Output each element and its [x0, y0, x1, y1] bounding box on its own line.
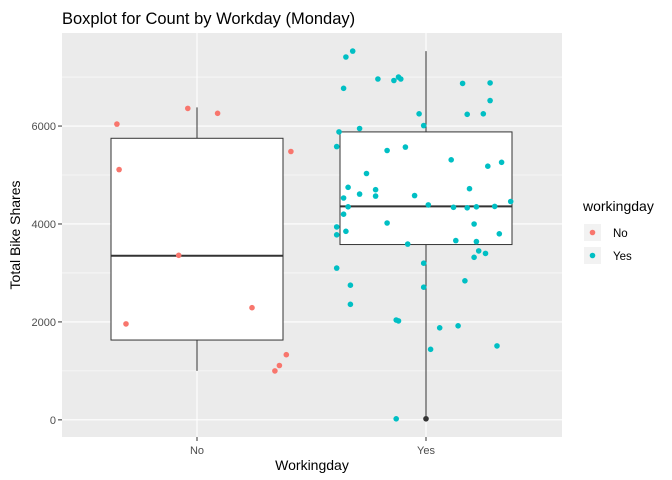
data-point: [185, 105, 191, 112]
data-point: [455, 323, 461, 329]
data-point: [494, 343, 500, 349]
y-tick-label: 4000: [32, 219, 56, 231]
data-point: [249, 304, 255, 311]
data-point: [175, 252, 182, 259]
data-point: [420, 122, 427, 129]
data-point: [420, 284, 427, 291]
data-point: [498, 159, 505, 166]
legend-label: No: [613, 228, 628, 240]
data-point: [288, 148, 294, 155]
data-point: [349, 48, 356, 54]
data-point: [473, 238, 480, 245]
x-axis: No Yes: [190, 437, 435, 457]
data-point: [395, 318, 402, 324]
data-point: [464, 111, 471, 118]
data-point: [343, 228, 349, 235]
legend-label: Yes: [613, 251, 632, 263]
data-point: [356, 125, 363, 132]
data-point: [402, 144, 409, 150]
data-point: [487, 80, 493, 86]
data-point: [450, 204, 457, 211]
data-point: [404, 241, 411, 247]
data-point: [375, 76, 381, 82]
data-point: [333, 265, 340, 271]
data-point: [471, 254, 477, 261]
jitter-points: [114, 48, 514, 422]
data-point: [372, 186, 379, 193]
data-point: [384, 220, 390, 226]
legend-dot: [589, 229, 596, 236]
data-point: [336, 129, 342, 135]
boxes: [110, 51, 513, 419]
data-point: [347, 282, 354, 289]
data-point: [507, 198, 514, 205]
data-point: [333, 224, 340, 230]
legend: workingday No Yes: [582, 198, 654, 264]
data-point: [363, 170, 370, 177]
data-point: [462, 278, 468, 284]
data-point: [485, 163, 491, 169]
data-point: [333, 232, 340, 238]
data-point: [427, 346, 434, 353]
data-point: [420, 260, 427, 267]
data-point: [411, 192, 418, 199]
x-axis-label: Workingday: [275, 457, 349, 473]
data-point: [471, 221, 477, 227]
chart-title: Boxplot for Count by Workday (Monday): [62, 10, 355, 28]
data-point: [356, 191, 363, 197]
box-yes: [339, 131, 513, 246]
data-point: [459, 80, 466, 87]
data-point: [425, 202, 432, 208]
data-point: [283, 351, 290, 358]
data-point: [480, 111, 487, 117]
x-tick-label: No: [190, 445, 204, 457]
y-tick-label: 6000: [32, 121, 56, 133]
y-axis: 0 2000 4000 6000: [32, 121, 62, 427]
y-tick-label: 2000: [32, 317, 56, 329]
legend-title: workingday: [582, 198, 654, 214]
data-point: [487, 97, 493, 104]
data-point: [453, 237, 459, 244]
data-point: [491, 203, 498, 210]
data-point: [482, 250, 489, 257]
data-point: [123, 321, 129, 327]
data-point: [436, 325, 443, 331]
data-point: [116, 166, 122, 173]
data-point: [272, 368, 278, 374]
data-point: [372, 193, 379, 199]
data-point: [340, 195, 347, 201]
data-point: [345, 184, 351, 191]
data-point: [475, 248, 482, 254]
data-point: [464, 205, 471, 211]
data-point: [276, 362, 283, 369]
x-tick-label: Yes: [417, 445, 435, 457]
data-point: [416, 111, 422, 117]
data-point: [345, 204, 351, 210]
data-point: [114, 121, 120, 127]
data-point: [347, 301, 354, 308]
outlier-point: [423, 415, 429, 422]
data-point: [343, 54, 349, 60]
data-point: [214, 110, 221, 117]
data-point: [466, 185, 473, 192]
data-point: [398, 76, 404, 82]
legend-dot: [589, 252, 596, 259]
data-point: [333, 143, 340, 150]
data-point: [393, 416, 400, 422]
data-point: [340, 85, 347, 92]
data-point: [496, 231, 503, 237]
data-point: [473, 204, 480, 210]
outlier-points: [423, 415, 429, 422]
data-point: [384, 147, 390, 154]
data-point: [448, 157, 455, 163]
data-point: [391, 77, 397, 84]
data-point: [340, 211, 347, 217]
box-no: [110, 137, 284, 341]
y-axis-label: Total Bike Shares: [7, 181, 23, 290]
y-tick-label: 0: [50, 415, 56, 427]
